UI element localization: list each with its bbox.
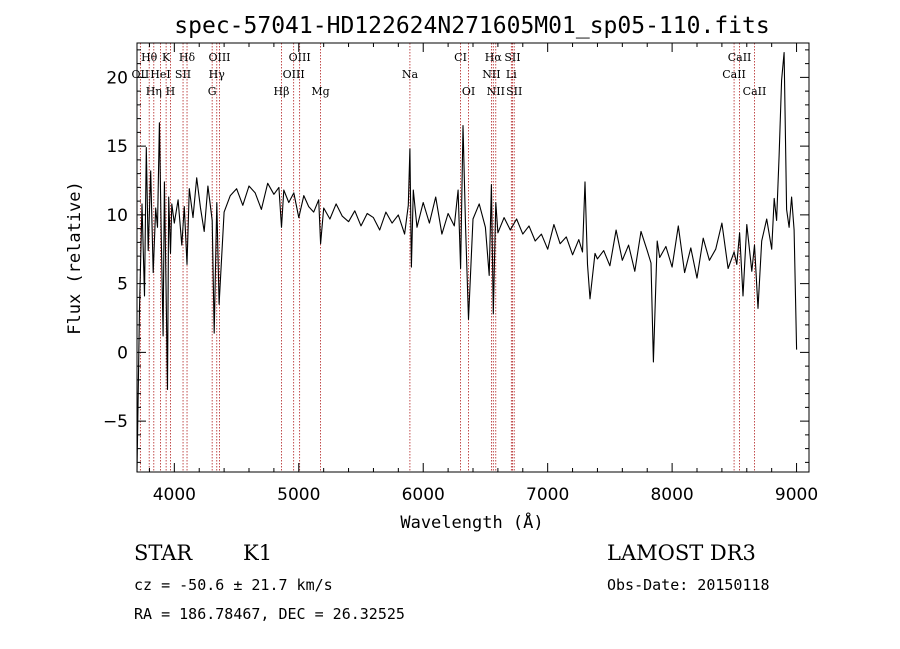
y-tick-label: −5 bbox=[103, 412, 128, 432]
object-subclass: K1 bbox=[243, 541, 272, 565]
x-axis-label: Wavelength (Å) bbox=[400, 511, 543, 533]
y-tick-label: 5 bbox=[117, 275, 128, 295]
spectral-line-label: Li bbox=[506, 68, 517, 81]
spectral-line-label: NII bbox=[487, 85, 505, 98]
survey-name: LAMOST DR3 bbox=[607, 541, 756, 565]
y-tick-label: 0 bbox=[117, 343, 128, 363]
x-tick-label: 4000 bbox=[153, 485, 196, 505]
x-tick-label: 5000 bbox=[277, 485, 320, 505]
spectral-line-label: OIII bbox=[208, 51, 230, 64]
spectral-line-label: Mg bbox=[311, 85, 329, 98]
spectral-line-label: CI bbox=[454, 51, 467, 64]
chart-title: spec-57041-HD122624N271605M01_sp05-110.f… bbox=[174, 13, 769, 39]
x-tick-label: 8000 bbox=[650, 485, 693, 505]
x-axis-ticks: 4000 5000 6000 7000 8000 9000 bbox=[148, 43, 818, 505]
spectral-line-label: OI bbox=[462, 85, 475, 98]
spectral-line-label: NII bbox=[482, 68, 500, 81]
y-tick-label: 20 bbox=[106, 68, 128, 88]
spectral-line-label: HeI bbox=[150, 68, 170, 81]
x-tick-label: 9000 bbox=[775, 485, 818, 505]
spectral-line-label: CaII bbox=[722, 68, 746, 81]
spectral-line-label: K bbox=[162, 51, 171, 64]
spectral-line-label: CaII bbox=[728, 51, 752, 64]
spectral-line-label: OIII bbox=[289, 51, 311, 64]
spectral-line-label: OIII bbox=[283, 68, 305, 81]
spectral-line-label: SII bbox=[506, 85, 522, 98]
spectral-line-label: H bbox=[166, 85, 176, 98]
y-axis-ticks: −5 0 5 10 15 20 bbox=[103, 49, 809, 463]
spectral-line-label: Hβ bbox=[274, 85, 290, 98]
coordinates: RA = 186.78467, DEC = 26.32525 bbox=[134, 605, 405, 623]
redshift-velocity: cz = -50.6 ± 21.7 km/s bbox=[134, 576, 333, 594]
y-tick-label: 10 bbox=[106, 206, 128, 226]
spectral-line-label: CaII bbox=[743, 85, 767, 98]
observation-date: Obs-Date: 20150118 bbox=[607, 576, 770, 594]
spectral-line-label: Hδ bbox=[179, 51, 196, 64]
spectral-line-label: Hθ bbox=[141, 51, 158, 64]
x-tick-label: 7000 bbox=[526, 485, 569, 505]
spectral-line-label: Hα bbox=[485, 51, 503, 64]
object-class: STAR bbox=[134, 541, 193, 565]
spectral-line-label: Hγ bbox=[209, 68, 226, 81]
x-tick-label: 6000 bbox=[402, 485, 445, 505]
spectral-line-label: G bbox=[208, 85, 217, 98]
spectral-line-label: Hη bbox=[146, 85, 162, 98]
spectral-line-markers bbox=[139, 43, 755, 472]
spectral-line-label: SII bbox=[504, 51, 520, 64]
spectral-line-label: Na bbox=[402, 68, 419, 81]
spectral-line-label: SII bbox=[175, 68, 191, 81]
spectral-line-label: OII bbox=[132, 68, 150, 81]
spectrum-line bbox=[136, 52, 798, 473]
y-tick-label: 15 bbox=[106, 137, 128, 157]
y-axis-label: Flux (relative) bbox=[65, 181, 85, 335]
